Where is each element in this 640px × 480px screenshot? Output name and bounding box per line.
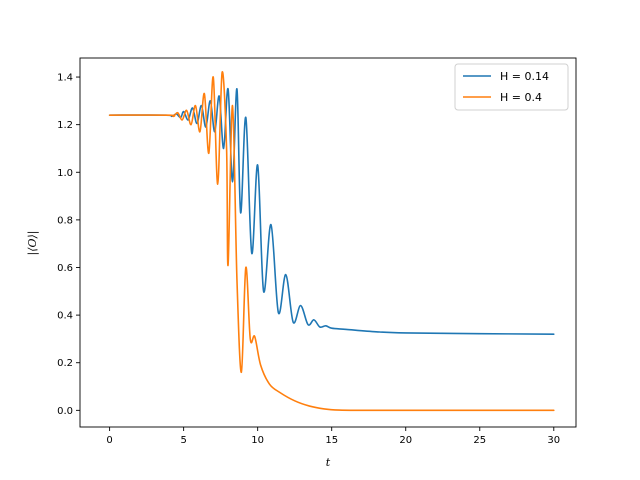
y-tick-label: 1.2 [57, 120, 73, 131]
y-tick-label: 1.0 [57, 168, 73, 179]
x-tick-label: 15 [325, 435, 338, 446]
y-tick-label: 0.4 [57, 311, 73, 322]
x-tick-label: 5 [180, 435, 186, 446]
x-axis: 0 5 10 15 20 25 30 [106, 427, 560, 446]
plot-frame [79, 57, 577, 428]
x-tick-label: 0 [106, 435, 112, 446]
series-line-0 [108, 88, 555, 335]
y-tick-label: 0.2 [57, 358, 73, 369]
plot-area [79, 57, 577, 428]
x-axis-label: t [326, 456, 331, 469]
legend: H = 0.14 H = 0.4 [454, 63, 569, 111]
x-tick-label: 30 [547, 435, 560, 446]
y-axis-label: |⟨O⟩| [26, 230, 40, 255]
y-axis: 0.0 0.2 0.4 0.6 0.8 1.0 1.2 1.4 [57, 73, 80, 417]
x-tick-label: 10 [251, 435, 264, 446]
x-tick-label: 20 [399, 435, 412, 446]
y-tick-label: 0.8 [57, 215, 73, 226]
y-tick-label: 1.4 [57, 73, 73, 84]
y-tick-label: 0.0 [57, 406, 73, 417]
legend-label-0: H = 0.14 [500, 70, 549, 83]
x-tick-label: 25 [473, 435, 486, 446]
series-line-1 [108, 71, 555, 412]
y-tick-label: 0.6 [57, 263, 73, 274]
legend-label-1: H = 0.4 [500, 91, 542, 104]
